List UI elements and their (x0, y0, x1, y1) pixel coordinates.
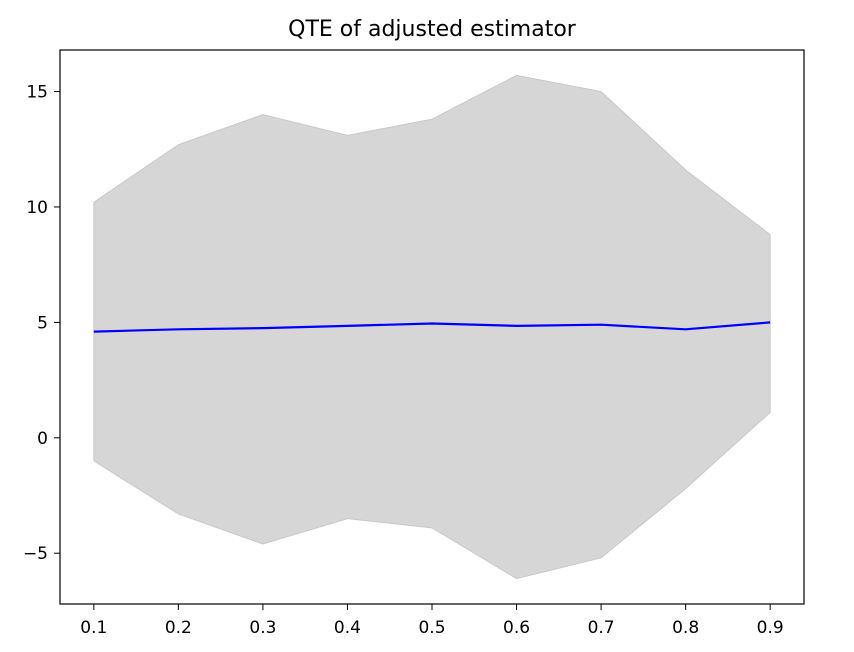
x-tick-label: 0.7 (588, 618, 615, 638)
x-tick-label: 0.3 (249, 618, 276, 638)
x-tick-label: 0.2 (165, 618, 192, 638)
x-tick-label: 0.8 (672, 618, 699, 638)
y-tick-label: 10 (26, 198, 48, 218)
series-line-layer (93, 321, 771, 333)
y-tick-label: 5 (37, 313, 48, 333)
x-tick-label: 0.1 (80, 618, 107, 638)
y-tick-label: 15 (26, 83, 48, 103)
confidence-band (93, 74, 771, 580)
chart-title: QTE of adjusted estimator (288, 17, 577, 42)
x-tick-label: 0.5 (418, 618, 445, 638)
confidence-band-layer (93, 74, 771, 580)
x-axis: 0.1 0.2 0.3 0.4 0.5 0.6 0.7 0.8 0.9 (80, 604, 784, 638)
y-axis: −5 0 5 10 15 (23, 83, 60, 564)
y-tick-label: 0 (37, 429, 48, 449)
y-tick-label: −5 (23, 544, 48, 564)
x-tick-label: 0.4 (334, 618, 361, 638)
x-tick-label: 0.9 (757, 618, 784, 638)
x-tick-label: 0.6 (503, 618, 530, 638)
